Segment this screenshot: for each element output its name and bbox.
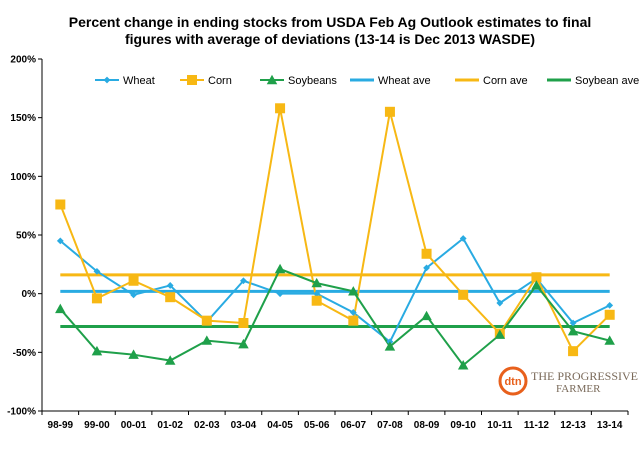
data-point-wheat (276, 290, 284, 298)
y-tick-label: 100% (10, 172, 36, 183)
data-point-soybeans (604, 335, 615, 345)
legend-label-soybean-ave: Soybean ave (575, 75, 639, 87)
y-axis-ticks: -100% -50% 0% 50% 100% 150% 200% (7, 55, 42, 418)
data-point-corn (384, 106, 395, 117)
series-line-wheat (59, 237, 611, 344)
data-point-soybeans (421, 310, 432, 321)
x-tick-label: 12-13 (560, 420, 586, 431)
x-tick-label: 00-01 (121, 420, 147, 431)
series-lines (59, 108, 611, 367)
data-point-soybeans (494, 329, 506, 339)
y-tick-label: 150% (10, 113, 36, 124)
y-tick-label: 0% (22, 289, 37, 300)
data-point-soybeans (55, 303, 66, 314)
data-point-corn (421, 248, 432, 259)
legend-marker-corn (187, 75, 197, 85)
data-point-soybeans (91, 345, 103, 356)
series-line-corn (59, 108, 611, 353)
x-tick-label: 99-00 (84, 420, 110, 431)
y-tick-label: 200% (10, 55, 36, 66)
legend-marker-soybeans (266, 74, 278, 85)
data-point-corn (165, 292, 176, 303)
x-tick-label: 05-06 (304, 420, 330, 431)
data-point-soybeans (311, 277, 322, 288)
x-tick-label: 10-11 (487, 420, 512, 431)
logo-badge-ring (498, 366, 528, 396)
series-markers (55, 103, 615, 370)
data-point-wheat (569, 319, 577, 327)
data-point-wheat (496, 299, 504, 307)
data-point-soybeans (531, 280, 542, 290)
data-point-soybeans (201, 335, 213, 345)
data-point-corn (91, 293, 102, 304)
data-point-soybeans (567, 325, 579, 336)
data-point-soybeans (384, 341, 396, 351)
data-point-wheat (606, 302, 614, 309)
data-point-wheat (130, 291, 137, 299)
data-point-corn (311, 295, 322, 306)
chart-title-line-2: figures with average of deviations (13-1… (125, 31, 535, 47)
data-point-wheat (313, 290, 321, 298)
legend-label-wheat-ave: Wheat ave (378, 75, 431, 87)
x-axis-ticks: 98-99 99-00 00-01 01-02 02-03 03-04 04-05 05-06… (41, 411, 629, 431)
data-point-soybeans (274, 263, 286, 274)
legend-label-soybeans: Soybeans (288, 75, 337, 87)
x-tick-label: 04-05 (267, 420, 293, 431)
x-tick-label: 06-07 (341, 420, 367, 431)
dtn-progressive-farmer-logo: dtn THE PROGRESSIVE FARMER (498, 366, 638, 396)
x-tick-label: 11-12 (524, 420, 549, 431)
data-point-wheat (459, 235, 467, 242)
data-point-soybeans (238, 338, 249, 349)
legend-marker-wheat (103, 76, 111, 84)
data-point-wheat (349, 309, 357, 316)
data-point-wheat (56, 237, 64, 245)
data-point-soybeans (457, 359, 469, 370)
x-tick-label: 07-08 (377, 420, 403, 431)
logo-badge-text: dtn (504, 376, 521, 388)
series-line-soybeans (59, 267, 610, 367)
logo-line-2: FARMER (556, 383, 601, 395)
data-point-wheat (93, 267, 101, 275)
legend-label-corn-ave: Corn ave (483, 75, 528, 87)
x-tick-label: 08-09 (414, 420, 440, 431)
data-point-corn (568, 346, 579, 357)
data-point-soybeans (348, 286, 359, 296)
x-tick-label: 02-03 (194, 420, 220, 431)
y-tick-label: -50% (13, 348, 36, 359)
data-point-corn (55, 199, 66, 210)
y-tick-label: -100% (7, 407, 36, 418)
legend-label-corn: Corn (208, 75, 232, 87)
legend-label-wheat: Wheat (123, 75, 155, 87)
logo-line-1: THE PROGRESSIVE (531, 369, 638, 383)
data-point-corn (201, 315, 212, 326)
average-lines (60, 273, 610, 329)
data-point-corn (531, 272, 542, 283)
data-point-wheat (423, 264, 430, 272)
x-tick-label: 09-10 (450, 420, 476, 431)
data-point-corn (238, 318, 249, 328)
data-point-corn (348, 315, 359, 326)
data-point-corn (275, 103, 286, 114)
legend: Wheat Corn Soybeans Wheat ave Corn ave Soybea… (95, 74, 639, 87)
data-point-wheat (240, 277, 247, 285)
data-point-corn (604, 309, 615, 320)
y-tick-label: 50% (16, 231, 36, 242)
x-tick-label: 13-14 (597, 420, 623, 431)
data-point-soybeans (164, 355, 176, 365)
chart-title-line-1: Percent change in ending stocks from USD… (69, 14, 592, 30)
x-tick-label: 03-04 (231, 420, 257, 431)
data-point-corn (128, 275, 139, 286)
x-tick-label: 01-02 (157, 420, 183, 431)
data-point-soybeans (128, 349, 139, 359)
data-point-corn (458, 289, 469, 300)
data-point-wheat (166, 282, 174, 289)
x-tick-label: 98-99 (48, 420, 74, 431)
